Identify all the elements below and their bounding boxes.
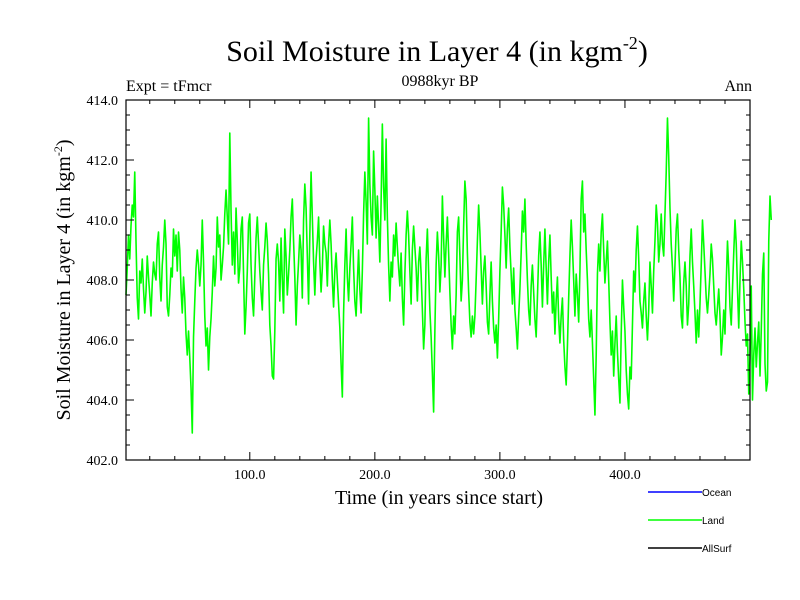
chart-title: Soil Moisture in Layer 4 (in kgm-2) [226,33,648,68]
legend: Ocean Land AllSurf [648,488,732,555]
y-axis-label-sup: -2 [51,146,65,156]
chart-subtitle: 0988kyr BP [402,73,479,90]
x-tick-label: 100.0 [234,468,266,483]
y-tick-label: 402.0 [87,454,119,469]
y-axis-label: Soil Moisture in Layer 4 (in kgm-2) [51,139,75,420]
legend-label-ocean: Ocean [702,488,731,499]
y-tick-label: 410.0 [87,214,119,229]
legend-label-land: Land [702,516,724,527]
y-tick-label: 406.0 [87,334,119,349]
chart-title-text: Soil Moisture in Layer 4 (in kgm [226,35,623,68]
y-tick-label: 414.0 [87,94,119,109]
y-tick-label: 412.0 [87,154,119,169]
series-line-land [125,117,773,434]
chart-title-close: ) [638,35,648,68]
x-axis-label: Time (in years since start) [335,487,543,509]
y-axis-label-text: Soil Moisture in Layer 4 (in kgm [53,156,75,421]
y-axis-label-close: ) [53,139,75,146]
left-annotation: Expt = tFmcr [126,78,212,95]
right-annotation: Ann [724,78,752,95]
x-tick-label: 200.0 [359,468,391,483]
plot-frame [125,99,751,461]
y-tick-label: 404.0 [87,394,119,409]
chart-title-sup: -2 [623,33,638,53]
x-tick-label: 400.0 [609,468,641,483]
series-group [125,117,773,434]
y-tick-label: 408.0 [87,274,119,289]
x-tick-label: 300.0 [484,468,516,483]
legend-label-allsurf: AllSurf [702,544,732,555]
